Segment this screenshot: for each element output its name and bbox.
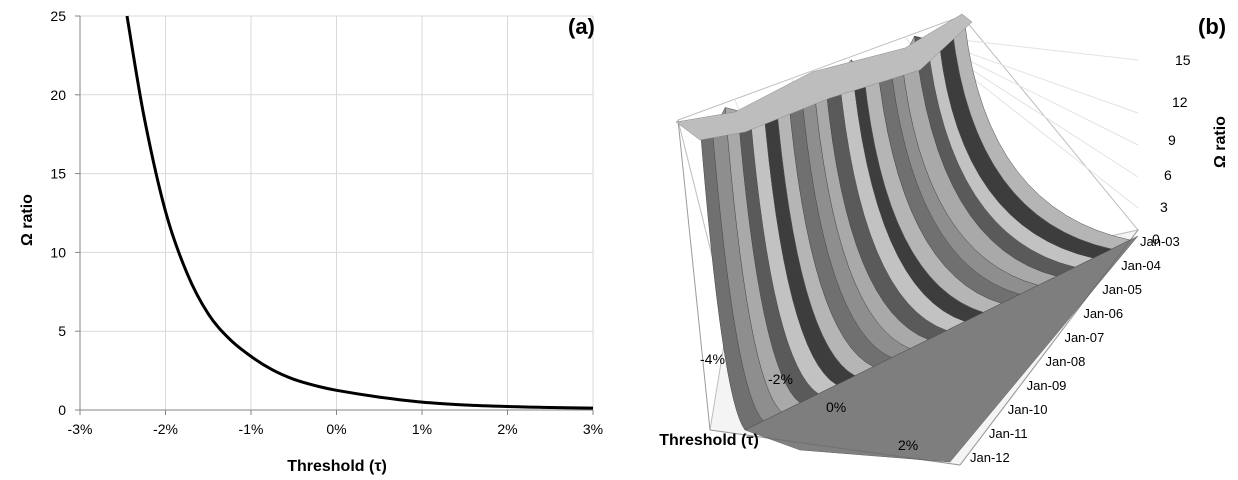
- panel-b-date-tick-label: Jan-12: [970, 450, 1010, 465]
- panel-b-wall-gridline: [961, 69, 1139, 209]
- panel-b-date-tick-label: Jan-09: [1027, 378, 1067, 393]
- panel-b-date-tick-label: Jan-08: [1046, 354, 1086, 369]
- panel-a-axes: [75, 15, 594, 415]
- panel-b-date-tick-label: Jan-07: [1064, 330, 1104, 345]
- panel-b-date-tick-label: Jan-10: [1008, 402, 1048, 417]
- panel-a-y-tick-labels: 0 5 10 15 20 25: [50, 8, 66, 418]
- panel-a-x-tick-label: 2%: [497, 421, 517, 437]
- panel-b-z-tick-label: 9: [1168, 132, 1176, 148]
- panel-b-z-tick-labels: 03 6 9 12 15: [1152, 52, 1191, 247]
- panel-a-series-line: [125, 15, 594, 410]
- panel-b-threshold-tick-label: 2%: [898, 437, 918, 453]
- panel-a-y-tick-label: 25: [50, 8, 66, 24]
- panel-b-wall-gridline: [961, 50, 1139, 114]
- panel-b-date-tick-label: Jan-06: [1083, 306, 1123, 321]
- panel-b-threshold-tick-label: -2%: [768, 371, 793, 387]
- panel-a-x-axis-label: Threshold (τ): [287, 458, 387, 475]
- panel-b-date-tick-labels: Jan-03 Jan-04 Jan-05 Jan-06 Jan-07 Jan-08 Jan-…: [970, 234, 1180, 465]
- panel-b-z-tick-label: 0: [1152, 231, 1160, 247]
- panel-a-y-tick-label: 15: [50, 166, 66, 182]
- panel-b-wall-gridline: [961, 39, 1139, 61]
- panel-b-z-tick-label: 6: [1164, 167, 1172, 183]
- panel-b-surface-plateau: [675, 13, 973, 141]
- panel-a-x-tick-label: 0%: [326, 421, 346, 437]
- panel-a-label: (a): [568, 14, 595, 39]
- panel-b-label: (b): [1198, 14, 1226, 39]
- panel-b-threshold-tick-label: 0%: [826, 399, 846, 415]
- panel-a-grid: [79, 15, 594, 411]
- panel-b-z-tick-label: 3: [1160, 199, 1168, 215]
- panel-a-y-tick-label: 10: [50, 244, 66, 260]
- panel-a-y-tick-label: 20: [50, 87, 66, 103]
- panel-a-x-tick-label: 1%: [412, 421, 432, 437]
- panel-b-threshold-tick-labels: -4% -2% 0% 2%: [700, 351, 918, 453]
- panel-b-surface-floor: [744, 235, 1139, 463]
- panel-b-date-tick-label: Jan-04: [1121, 258, 1161, 273]
- panel-a-y-axis-label: Ω ratio: [19, 194, 36, 246]
- panel-b-date-tick-label: Jan-03: [1140, 234, 1180, 249]
- panel-a-x-tick-label: 3%: [583, 421, 603, 437]
- panel-b-wall-gridline: [961, 62, 1139, 178]
- panel-a-x-tick-label: -3%: [68, 421, 93, 437]
- panel-a: 0 5 10 15 20 25 -3% -2% -1% 0% 1% 2% 3% Threshold (…: [19, 8, 603, 475]
- panel-b-threshold-tick-label: -4%: [700, 351, 725, 367]
- panel-a-y-tick-label: 0: [58, 402, 66, 418]
- panel-a-x-tick-label: -1%: [239, 421, 264, 437]
- panel-a-x-tick-labels: -3% -2% -1% 0% 1% 2% 3%: [68, 421, 604, 437]
- panel-b-z-tick-label: 12: [1172, 94, 1188, 110]
- panel-b-date-tick-label: Jan-05: [1102, 282, 1142, 297]
- panel-b-x-axis-label: Threshold (τ): [659, 432, 759, 449]
- panel-b-z-axis-label: Ω ratio: [1212, 116, 1229, 168]
- panel-a-x-tick-label: -2%: [153, 421, 178, 437]
- panel-b-z-tick-label: 15: [1175, 52, 1191, 68]
- panel-b-wall-gridline: [961, 56, 1139, 146]
- panel-b-surface: [675, 13, 1139, 463]
- panel-b-left-edge: [677, 119, 711, 431]
- panel-b-date-tick-label: Jan-11: [989, 426, 1028, 441]
- panel-a-y-tick-label: 5: [58, 323, 66, 339]
